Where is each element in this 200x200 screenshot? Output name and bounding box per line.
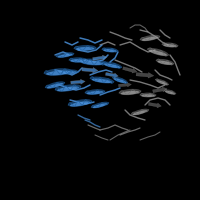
Ellipse shape [102, 62, 122, 68]
Ellipse shape [93, 103, 107, 108]
Ellipse shape [156, 80, 168, 85]
FancyArrow shape [153, 87, 167, 93]
Ellipse shape [141, 94, 155, 97]
Ellipse shape [147, 48, 169, 56]
Ellipse shape [57, 54, 73, 58]
FancyArrow shape [93, 55, 107, 60]
Ellipse shape [114, 78, 126, 83]
Ellipse shape [157, 61, 173, 65]
FancyArrow shape [82, 67, 98, 73]
Ellipse shape [92, 79, 112, 83]
Ellipse shape [87, 91, 103, 94]
FancyArrow shape [148, 103, 161, 108]
Ellipse shape [142, 37, 158, 41]
Ellipse shape [45, 81, 65, 89]
Ellipse shape [62, 70, 78, 74]
Ellipse shape [102, 48, 118, 52]
Ellipse shape [57, 86, 79, 91]
Ellipse shape [47, 83, 63, 88]
Ellipse shape [133, 110, 147, 115]
Ellipse shape [68, 99, 92, 107]
FancyArrow shape [71, 79, 85, 84]
FancyArrow shape [123, 67, 137, 73]
Ellipse shape [104, 63, 120, 68]
Ellipse shape [85, 89, 105, 95]
Ellipse shape [149, 50, 167, 56]
Ellipse shape [69, 57, 87, 63]
Ellipse shape [165, 91, 175, 94]
Ellipse shape [76, 47, 94, 51]
Ellipse shape [90, 77, 114, 83]
Ellipse shape [79, 59, 105, 65]
Ellipse shape [56, 52, 74, 58]
Ellipse shape [163, 44, 177, 47]
Ellipse shape [55, 84, 81, 92]
Ellipse shape [119, 89, 141, 95]
Ellipse shape [70, 59, 86, 62]
Ellipse shape [44, 68, 72, 76]
FancyArrow shape [119, 83, 131, 87]
Ellipse shape [112, 77, 128, 83]
Ellipse shape [131, 109, 149, 115]
Ellipse shape [46, 71, 70, 75]
FancyArrow shape [105, 73, 118, 78]
Ellipse shape [70, 101, 90, 106]
Ellipse shape [74, 45, 96, 51]
Ellipse shape [63, 71, 77, 74]
Ellipse shape [140, 35, 160, 41]
Ellipse shape [164, 89, 176, 95]
Ellipse shape [121, 91, 139, 95]
Ellipse shape [155, 79, 169, 85]
Ellipse shape [103, 49, 117, 52]
FancyArrow shape [136, 72, 154, 78]
Ellipse shape [81, 61, 103, 65]
Ellipse shape [140, 93, 156, 97]
Ellipse shape [162, 43, 178, 47]
Ellipse shape [156, 59, 174, 65]
Ellipse shape [91, 102, 109, 108]
